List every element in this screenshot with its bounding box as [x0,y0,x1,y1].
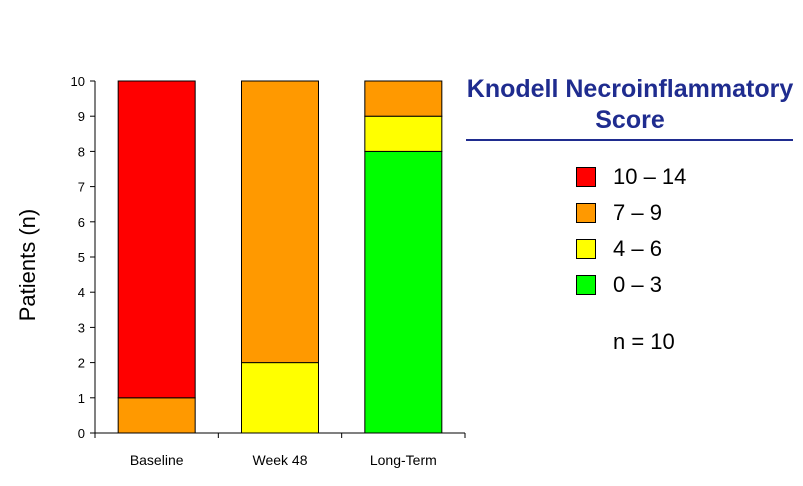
bar-segment [117,397,196,434]
y-tick-label: 7 [78,180,85,195]
bar-segment [117,80,196,399]
y-tick-label: 4 [78,285,85,300]
y-tick-label: 10 [71,74,85,89]
bar-segment [364,150,443,434]
bar-segment [364,80,443,117]
y-tick-label: 6 [78,215,85,230]
legend-label: 4 – 6 [613,236,662,261]
legend-label: 10 – 14 [613,164,687,189]
sample-size-note: n = 10 [613,329,675,354]
legend-divider [466,139,793,141]
category-label: Baseline [130,452,184,468]
y-tick-label: 9 [78,109,85,124]
bar-segment [241,80,319,364]
category-label: Week 48 [253,452,308,468]
legend-label: 0 – 3 [613,272,662,297]
bar-segment [241,362,319,434]
y-tick-label: 2 [78,356,85,371]
legend-title: Knodell Necroinflammatory Score [466,75,794,134]
category-label: Long-Term [370,452,437,468]
y-axis-label: Patients (n) [15,209,40,322]
legend-swatch [576,203,596,223]
legend-label: 7 – 9 [613,200,662,225]
y-tick-label: 1 [78,391,85,406]
y-tick-label: 5 [78,250,85,265]
bar-segment [364,115,443,152]
legend-swatch [576,239,596,259]
y-tick-label: 0 [78,426,85,441]
legend-swatch [576,167,596,187]
y-tick-label: 8 [78,144,85,159]
y-tick-label: 3 [78,320,85,335]
legend-swatch [576,275,596,295]
